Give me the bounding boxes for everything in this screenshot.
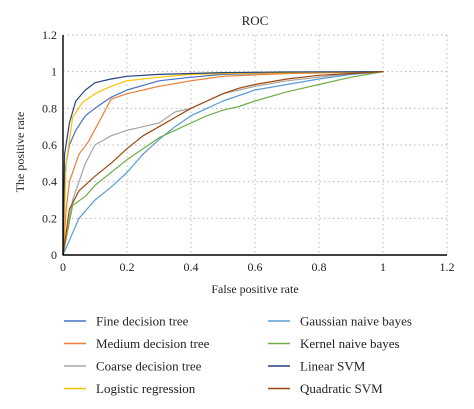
x-tick-label: 1.2 [440, 260, 455, 274]
y-tick-label: 0.8 [42, 101, 57, 115]
series-line-6 [62, 71, 384, 256]
legend-label: Fine decision tree [96, 314, 189, 329]
x-tick-label: 0.6 [248, 260, 263, 274]
x-tick-label: 0.8 [312, 260, 327, 274]
legend-item: Linear SVM [268, 359, 366, 374]
x-tick-label: 0 [60, 260, 66, 274]
x-axis-title: False positive rate [211, 282, 298, 296]
series-line-0 [62, 71, 384, 256]
grid [63, 34, 448, 255]
x-tick-label: 0.4 [184, 260, 199, 274]
y-tick-label: 0.6 [42, 138, 57, 152]
series-line-1 [62, 71, 384, 256]
legend: Fine decision tree Medium decision tree Co… [64, 314, 412, 396]
legend-item: Fine decision tree [64, 314, 189, 329]
y-tick-label: 1 [51, 65, 57, 79]
plot-area [62, 71, 384, 256]
y-tick-label: 1.2 [42, 28, 57, 42]
series-line-5 [62, 71, 384, 256]
y-tick-label: 0 [51, 248, 57, 262]
chart-title: ROC [242, 13, 269, 28]
legend-label: Coarse decision tree [96, 359, 202, 374]
legend-label: Gaussian naive bayes [300, 314, 412, 329]
legend-label: Linear SVM [300, 359, 366, 374]
y-axis-title: The positive rate [13, 112, 27, 193]
legend-item: Kernel naive bayes [268, 336, 400, 351]
legend-item: Medium decision tree [64, 336, 210, 351]
y-tick-label: 0.2 [42, 211, 57, 225]
axes [62, 35, 447, 256]
x-tick-label: 1 [380, 260, 386, 274]
y-tick-label: 0.4 [42, 175, 57, 189]
legend-label: Logistic regression [96, 381, 196, 396]
series-line-2 [62, 71, 384, 256]
legend-item: Gaussian naive bayes [268, 314, 412, 329]
series-line-3 [62, 71, 384, 256]
legend-item: Logistic regression [64, 381, 196, 396]
tick-labels: 0 0.2 0.4 0.6 0.8 1 1.2 0 0.2 0.4 0.6 0.8 1 1.2 [42, 28, 455, 274]
legend-label: Kernel naive bayes [300, 336, 400, 351]
legend-label: Medium decision tree [96, 336, 210, 351]
legend-label: Quadratic SVM [300, 381, 383, 396]
x-tick-label: 0.2 [120, 260, 135, 274]
series-line-7 [62, 71, 384, 256]
legend-item: Quadratic SVM [268, 381, 383, 396]
series-line-4 [62, 71, 384, 256]
legend-item: Coarse decision tree [64, 359, 202, 374]
